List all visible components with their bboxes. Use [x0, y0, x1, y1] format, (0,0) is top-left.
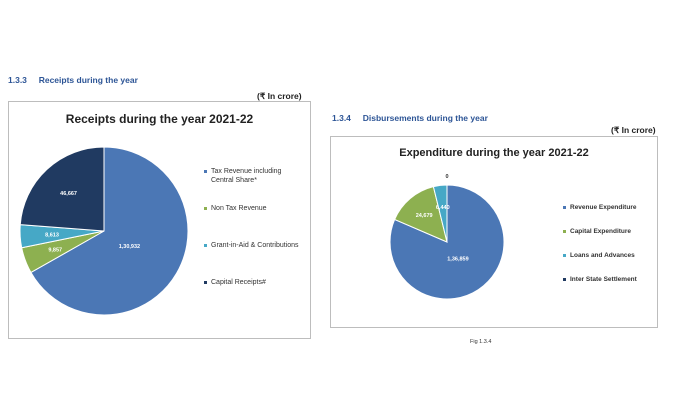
disbursements-unit-label: (₹ In crore) — [611, 125, 656, 135]
legend-swatch — [204, 170, 207, 173]
pie-data-label: 8,613 — [45, 232, 59, 238]
pie-data-label: 0 — [445, 174, 448, 180]
legend-swatch — [204, 244, 207, 247]
legend-label: Capital Receipts# — [211, 279, 266, 286]
legend-label: Inter State Settlement — [570, 276, 637, 283]
pie-data-label: 24,679 — [416, 213, 433, 219]
disbursements-chart-title: Expenditure during the year 2021-22 — [399, 147, 589, 159]
legend-item: Non Tax Revenue — [204, 204, 304, 213]
legend-swatch — [563, 230, 566, 233]
pie-slice — [30, 146, 189, 316]
legend-item: Capital Expenditure — [563, 227, 653, 236]
disbursements-heading: 1.3.4 Disbursements during the year — [332, 113, 488, 123]
legend-item: Grant-in-Aid & Contributions — [204, 241, 304, 250]
receipts-chart-title: Receipts during the year 2021-22 — [65, 112, 254, 126]
legend-item: Loans and Advances — [563, 251, 653, 260]
pie-data-label: 1,30,932 — [119, 244, 140, 250]
legend-label: Loans and Advances — [570, 252, 635, 259]
disbursements-chart-panel: Expenditure during the year 2021-22 1,36… — [330, 136, 658, 328]
legend-label: Tax Revenue including Central Share* — [211, 168, 282, 184]
receipts-heading: 1.3.3 Receipts during the year — [8, 75, 138, 85]
receipts-unit-label: (₹ In crore) — [257, 91, 302, 101]
legend-label: Non Tax Revenue — [211, 205, 267, 212]
legend-item: Tax Revenue including Central Share* — [204, 167, 304, 185]
legend-item: Revenue Expenditure — [563, 203, 653, 212]
pie-slice — [432, 184, 448, 243]
pie-data-label: 46,667 — [60, 191, 77, 197]
legend-swatch — [204, 281, 207, 284]
receipts-pie: 1,30,932 9,857 8,613 46,667 — [19, 146, 189, 316]
legend-swatch — [563, 278, 566, 281]
pie-slice — [393, 186, 448, 243]
legend-swatch — [563, 254, 566, 257]
legend-swatch — [563, 206, 566, 209]
pie-data-label: 1,36,859 — [447, 257, 468, 263]
fig-caption: Fig 1.3.4 — [470, 339, 492, 345]
receipts-chart-panel: Receipts during the year 2021-22 1,30,93… — [8, 101, 311, 339]
legend-swatch — [204, 207, 207, 210]
pie-slice — [19, 146, 105, 232]
legend-label: Revenue Expenditure — [570, 204, 637, 211]
pie-data-label: 9,857 — [48, 247, 62, 253]
pie-data-label: 6,440 — [436, 205, 450, 211]
legend-label: Grant-in-Aid & Contributions — [211, 242, 299, 249]
legend-item: Inter State Settlement — [563, 275, 653, 284]
legend-item: Capital Receipts# — [204, 278, 304, 287]
legend-label: Capital Expenditure — [570, 228, 632, 235]
